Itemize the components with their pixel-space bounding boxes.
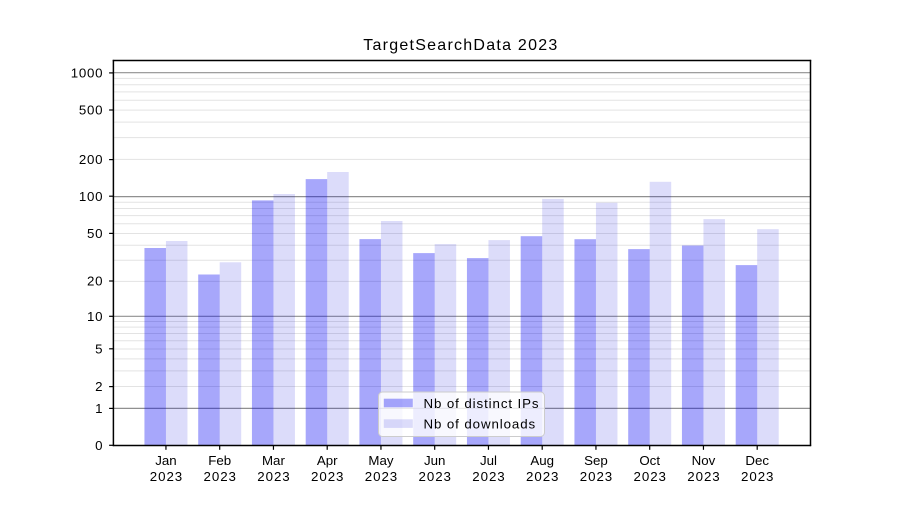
svg-text:2023: 2023 (687, 469, 720, 484)
svg-text:Feb: Feb (208, 453, 231, 468)
svg-text:Mar: Mar (262, 453, 285, 468)
svg-text:1000: 1000 (71, 66, 104, 81)
svg-text:2023: 2023 (204, 469, 237, 484)
svg-text:10: 10 (87, 309, 103, 324)
svg-text:Nb of distinct IPs: Nb of distinct IPs (424, 396, 540, 411)
svg-text:2023: 2023 (419, 469, 452, 484)
svg-text:20: 20 (87, 274, 103, 289)
svg-text:5: 5 (95, 341, 103, 356)
svg-text:2023: 2023 (257, 469, 290, 484)
svg-text:2023: 2023 (526, 469, 559, 484)
svg-text:Sep: Sep (584, 453, 608, 468)
svg-text:TargetSearchData 2023: TargetSearchData 2023 (363, 37, 558, 54)
svg-text:1: 1 (95, 401, 103, 416)
svg-text:May: May (368, 453, 393, 468)
svg-text:Jun: Jun (424, 453, 445, 468)
svg-text:200: 200 (79, 152, 103, 167)
svg-text:Dec: Dec (745, 453, 769, 468)
svg-text:Jul: Jul (480, 453, 497, 468)
svg-text:500: 500 (79, 103, 103, 118)
svg-text:Aug: Aug (530, 453, 554, 468)
svg-text:Apr: Apr (317, 453, 338, 468)
svg-text:Nov: Nov (692, 453, 716, 468)
svg-text:2023: 2023 (472, 469, 505, 484)
svg-text:2023: 2023 (634, 469, 667, 484)
svg-text:0: 0 (95, 438, 103, 453)
svg-text:2023: 2023 (311, 469, 344, 484)
svg-text:50: 50 (87, 226, 103, 241)
svg-text:2: 2 (95, 379, 103, 394)
svg-text:100: 100 (79, 189, 103, 204)
svg-text:Oct: Oct (639, 453, 660, 468)
svg-text:2023: 2023 (741, 469, 774, 484)
svg-text:Nb of downloads: Nb of downloads (424, 417, 537, 432)
svg-text:2023: 2023 (580, 469, 613, 484)
svg-text:Jan: Jan (155, 453, 176, 468)
svg-text:2023: 2023 (150, 469, 183, 484)
svg-text:2023: 2023 (365, 469, 398, 484)
